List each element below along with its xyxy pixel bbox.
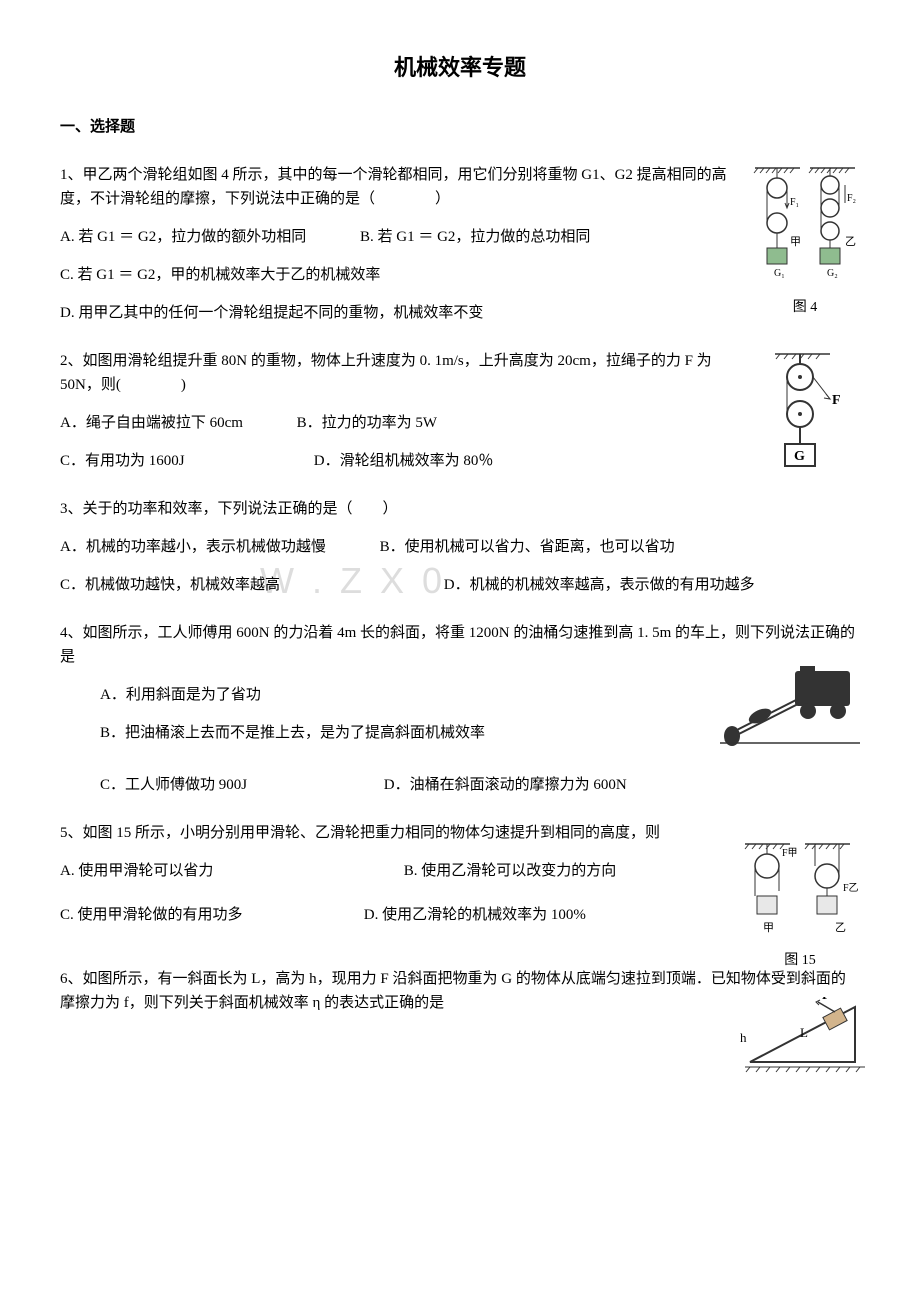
svg-text:乙: 乙 <box>845 235 856 248</box>
question-6: F L h 6、如图所示，有一斜面长为 L，高为 h，现用力 F 沿斜面把物重为… <box>60 967 860 1015</box>
q5-option-c: C. 使用甲滑轮做的有用功多 <box>60 903 310 927</box>
q5-option-a: A. 使用甲滑轮可以省力 <box>60 859 350 883</box>
svg-text:G₁: G₁ <box>774 268 785 279</box>
q5-option-d: D. 使用乙滑轮的机械效率为 100% <box>364 903 586 927</box>
q2-option-d: D．滑轮组机械效率为 80％ <box>314 449 494 473</box>
q1-option-c: C. 若 G1 ＝ G2，甲的机械效率大于乙的机械效率 <box>60 263 860 287</box>
question-5: F甲 甲 F乙 乙 图 15 5、如图 15 所示，小明分别用甲滑轮、乙滑轮把重… <box>60 821 860 927</box>
question-4: 4、如图所示，工人师傅用 600N 的力沿着 4m 长的斜面，将重 1200N … <box>60 621 860 797</box>
svg-text:G₂: G₂ <box>827 268 838 279</box>
q2-option-b: B．拉力的功率为 5W <box>297 411 437 435</box>
q1-option-b: B. 若 G1 ＝ G2，拉力做的总功相同 <box>360 225 590 249</box>
figure-q2: F G <box>770 349 860 479</box>
svg-text:h: h <box>740 1030 747 1045</box>
figure-q4 <box>720 661 860 751</box>
question-1: F₁ G₁ 甲 F₂ G₂ 乙 图 4 1、甲乙两个滑轮组如图 4 所示，其中的… <box>60 163 860 325</box>
svg-text:F: F <box>822 997 830 1002</box>
page-title: 机械效率专题 <box>60 50 860 85</box>
svg-text:G: G <box>794 449 805 464</box>
q2-option-c: C．有用功为 1600J <box>60 449 260 473</box>
svg-text:乙: 乙 <box>835 921 846 934</box>
q3-option-a: A．机械的功率越小，表示机械做功越慢 <box>60 535 326 559</box>
svg-text:F乙: F乙 <box>843 882 859 894</box>
q3-option-c: C．机械做功越快，机械效率越高 <box>60 573 390 597</box>
question-2: F G 2、如图用滑轮组提升重 80N 的重物，物体上升速度为 0. 1m/s，… <box>60 349 860 473</box>
svg-text:F: F <box>832 393 841 408</box>
q2-option-a: A．绳子自由端被拉下 60cm <box>60 411 243 435</box>
figure-4: F₁ G₁ 甲 F₂ G₂ 乙 图 4 <box>750 163 860 319</box>
svg-text:F₁: F₁ <box>790 197 799 208</box>
q1-option-a: A. 若 G1 ＝ G2，拉力做的额外功相同 <box>60 225 306 249</box>
figure-q6: F L h <box>740 997 860 1077</box>
q5-option-b: B. 使用乙滑轮可以改变力的方向 <box>404 859 617 883</box>
q4-option-c: C．工人师傅做功 900J <box>100 773 330 797</box>
figure-4-caption: 图 4 <box>750 297 860 319</box>
q1-text: 1、甲乙两个滑轮组如图 4 所示，其中的每一个滑轮都相同，用它们分别将重物 G1… <box>60 163 860 211</box>
svg-text:甲: 甲 <box>763 922 774 934</box>
q1-option-d: D. 用甲乙其中的任何一个滑轮组提起不同的重物，机械效率不变 <box>60 301 860 325</box>
svg-text:F₂: F₂ <box>847 193 856 204</box>
svg-text:L: L <box>800 1025 808 1040</box>
svg-text:F甲: F甲 <box>782 848 798 859</box>
q3-option-d: D．机械的机械效率越高，表示做的有用功越多 <box>444 573 755 597</box>
figure-15: F甲 甲 F乙 乙 图 15 <box>740 836 860 972</box>
section-heading: 一、选择题 <box>60 115 860 139</box>
q2-text: 2、如图用滑轮组提升重 80N 的重物，物体上升速度为 0. 1m/s，上升高度… <box>60 349 860 397</box>
question-3: W . Z X 0 3、关于的功率和效率，下列说法正确的是（ ） A．机械的功率… <box>60 497 860 597</box>
q3-option-b: B．使用机械可以省力、省距离，也可以省功 <box>380 535 675 559</box>
q4-option-d: D．油桶在斜面滚动的摩擦力为 600N <box>384 773 627 797</box>
svg-text:甲: 甲 <box>790 236 801 248</box>
q3-text: 3、关于的功率和效率，下列说法正确的是（ ） <box>60 497 860 521</box>
